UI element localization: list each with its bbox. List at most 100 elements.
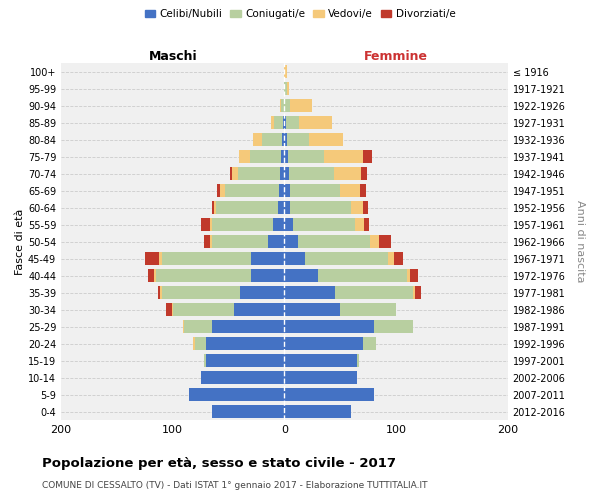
Bar bbox=[298, 235, 370, 248]
Bar bbox=[279, 184, 284, 198]
Bar bbox=[225, 184, 279, 198]
Y-axis label: Fasce di età: Fasce di età bbox=[15, 208, 25, 275]
Bar bbox=[204, 354, 206, 368]
Bar bbox=[284, 150, 288, 164]
Bar bbox=[379, 235, 391, 248]
Bar bbox=[250, 150, 281, 164]
Bar bbox=[340, 303, 396, 316]
Bar bbox=[161, 252, 251, 266]
Bar bbox=[271, 116, 274, 130]
Bar bbox=[284, 201, 290, 214]
Bar bbox=[234, 303, 284, 316]
Bar bbox=[209, 235, 212, 248]
Bar bbox=[284, 116, 286, 130]
Bar bbox=[284, 354, 357, 368]
Bar bbox=[262, 132, 282, 146]
Y-axis label: Anni di nascita: Anni di nascita bbox=[575, 200, 585, 283]
Bar bbox=[156, 269, 251, 282]
Bar bbox=[217, 184, 220, 198]
Bar bbox=[200, 371, 284, 384]
Bar bbox=[212, 235, 268, 248]
Bar bbox=[374, 320, 413, 334]
Text: COMUNE DI CESSALTO (TV) - Dati ISTAT 1° gennaio 2017 - Elaborazione TUTTITALIA.I: COMUNE DI CESSALTO (TV) - Dati ISTAT 1° … bbox=[42, 480, 427, 490]
Bar bbox=[299, 116, 332, 130]
Bar bbox=[280, 166, 284, 180]
Bar bbox=[284, 218, 293, 232]
Bar bbox=[284, 337, 362, 350]
Text: Popolazione per età, sesso e stato civile - 2017: Popolazione per età, sesso e stato civil… bbox=[42, 458, 396, 470]
Bar bbox=[284, 98, 290, 112]
Bar bbox=[357, 354, 359, 368]
Bar bbox=[284, 184, 290, 198]
Bar bbox=[251, 269, 284, 282]
Bar bbox=[415, 286, 421, 300]
Bar bbox=[183, 320, 184, 334]
Bar bbox=[281, 98, 284, 112]
Bar bbox=[286, 116, 299, 130]
Bar bbox=[284, 82, 287, 96]
Bar bbox=[284, 269, 318, 282]
Bar bbox=[173, 303, 234, 316]
Bar bbox=[230, 166, 232, 180]
Bar bbox=[209, 218, 212, 232]
Bar bbox=[206, 337, 284, 350]
Bar bbox=[160, 252, 161, 266]
Bar bbox=[309, 132, 343, 146]
Bar bbox=[240, 286, 284, 300]
Bar bbox=[361, 184, 366, 198]
Bar bbox=[172, 303, 173, 316]
Text: Femmine: Femmine bbox=[364, 50, 428, 63]
Bar bbox=[212, 218, 273, 232]
Bar bbox=[145, 252, 160, 266]
Bar bbox=[355, 218, 364, 232]
Bar bbox=[362, 337, 376, 350]
Bar bbox=[362, 150, 371, 164]
Bar bbox=[160, 286, 161, 300]
Bar bbox=[158, 286, 160, 300]
Bar bbox=[364, 218, 370, 232]
Bar bbox=[268, 235, 284, 248]
Bar bbox=[284, 166, 289, 180]
Bar bbox=[287, 132, 309, 146]
Bar bbox=[361, 166, 367, 180]
Bar bbox=[370, 235, 379, 248]
Bar bbox=[281, 150, 284, 164]
Bar bbox=[290, 98, 313, 112]
Bar bbox=[284, 405, 352, 418]
Bar bbox=[274, 116, 283, 130]
Bar bbox=[287, 82, 289, 96]
Bar bbox=[212, 320, 284, 334]
Bar bbox=[388, 252, 394, 266]
Bar bbox=[166, 303, 172, 316]
Bar bbox=[195, 337, 206, 350]
Bar bbox=[410, 269, 418, 282]
Bar bbox=[273, 218, 284, 232]
Bar bbox=[289, 166, 334, 180]
Bar bbox=[284, 286, 335, 300]
Bar bbox=[204, 235, 209, 248]
Legend: Celibi/Nubili, Coniugati/e, Vedovi/e, Divorziati/e: Celibi/Nubili, Coniugati/e, Vedovi/e, Di… bbox=[140, 5, 460, 24]
Bar bbox=[253, 132, 262, 146]
Bar bbox=[284, 252, 305, 266]
Bar bbox=[193, 337, 195, 350]
Bar bbox=[161, 286, 240, 300]
Bar bbox=[216, 201, 278, 214]
Bar bbox=[407, 269, 410, 282]
Bar bbox=[284, 320, 374, 334]
Bar bbox=[278, 201, 284, 214]
Bar bbox=[293, 218, 355, 232]
Bar bbox=[238, 166, 280, 180]
Bar bbox=[305, 252, 388, 266]
Bar bbox=[290, 201, 352, 214]
Bar bbox=[335, 286, 413, 300]
Bar bbox=[352, 201, 362, 214]
Bar bbox=[212, 201, 214, 214]
Bar bbox=[284, 235, 298, 248]
Bar bbox=[323, 150, 362, 164]
Bar bbox=[280, 98, 281, 112]
Bar bbox=[334, 166, 361, 180]
Bar bbox=[284, 388, 374, 402]
Bar bbox=[284, 132, 287, 146]
Bar bbox=[214, 201, 216, 214]
Text: Maschi: Maschi bbox=[148, 50, 197, 63]
